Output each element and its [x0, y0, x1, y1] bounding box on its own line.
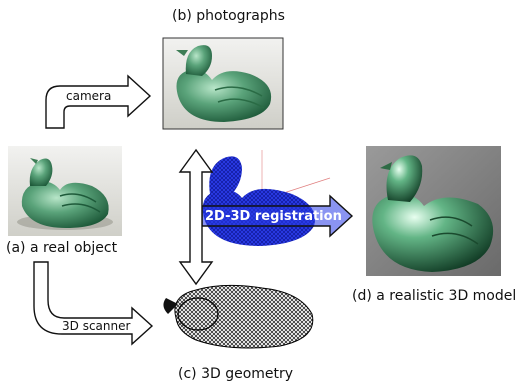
model-label: (d) a realistic 3D model [352, 288, 517, 304]
registration-arrow [201, 194, 354, 238]
scanner-arrow [33, 261, 154, 346]
real-object-label: (a) a real object [6, 240, 118, 256]
geometry-mesh-image [163, 284, 314, 349]
vertical-double-arrow [178, 148, 214, 286]
camera-arrow-label: camera [66, 89, 112, 103]
registration-arrow-label: 2D-3D registration [205, 209, 342, 224]
camera-arrow [45, 74, 152, 129]
scanner-arrow-label: 3D scanner [62, 319, 131, 333]
realistic-model-image [366, 146, 501, 276]
real-object-photo [8, 146, 122, 236]
geometry-label: (c) 3D geometry [178, 366, 294, 382]
photograph-image [162, 37, 284, 130]
registered-mesh-image [202, 150, 331, 246]
photographs-label: (b) photographs [172, 8, 285, 24]
